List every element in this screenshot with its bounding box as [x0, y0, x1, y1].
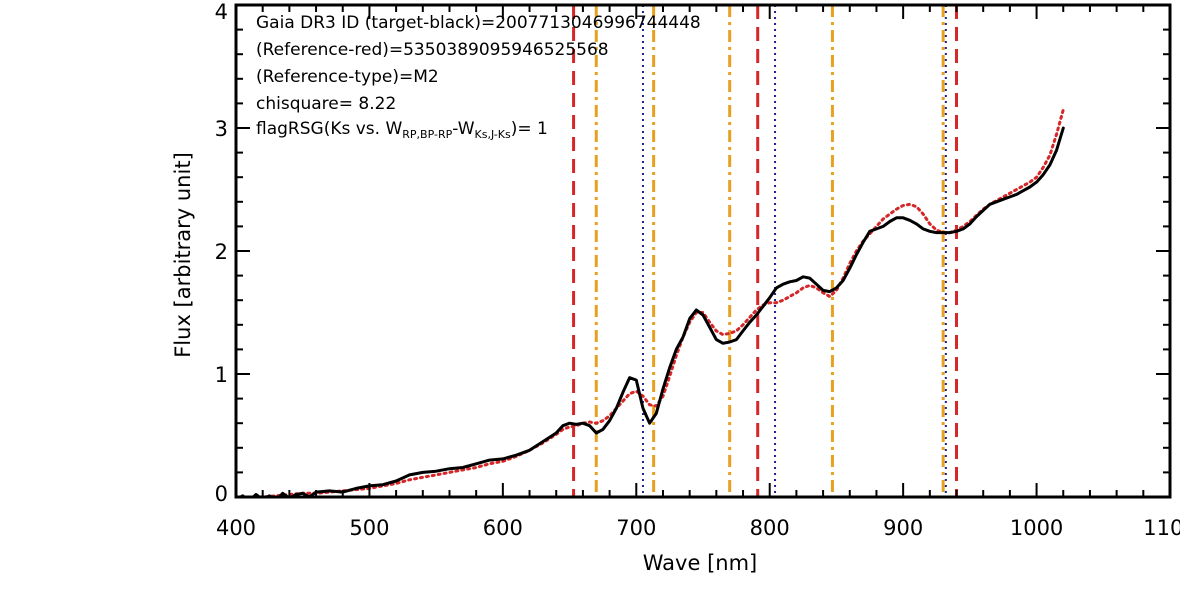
x-axis-label: Wave [nm] [643, 551, 757, 575]
annotation-reference-type: (Reference-type)=M2 [256, 67, 439, 87]
y-tick-label-1: 1 [215, 363, 228, 387]
y-tick-label-4: 4 [215, 0, 228, 24]
series-lines [236, 108, 1065, 497]
flag-mid: -W [452, 119, 474, 139]
annotation-chisquare: chisquare= 8.22 [256, 94, 396, 114]
x-tick-label-6: 1000 [1010, 516, 1063, 540]
flag-sub1: RP,BP-RP [402, 128, 452, 141]
x-tick-label-0: 400 [216, 516, 256, 540]
x-tick-label-5: 900 [883, 516, 923, 540]
annotation-reference-red: (Reference-red)=5350389095946525568 [256, 40, 609, 60]
y-tick-label-0: 0 [215, 482, 228, 506]
x-tick-label-3: 700 [616, 516, 656, 540]
annotation-flag-rsg: flagRSG(Ks vs. WRP,BP-RP-WKs,J-Ks)= 1 [256, 119, 548, 141]
vertical-lines [572, 5, 959, 497]
flag-sub2: Ks,J-Ks [475, 128, 511, 141]
x-tick-label-2: 600 [483, 516, 523, 540]
annotation-gaia-id: Gaia DR3 ID (target-black)=2007713046996… [256, 13, 701, 33]
y-tick-labels: 0 1 2 3 4 [215, 0, 228, 506]
y-tick-label-3: 3 [215, 117, 228, 141]
y-tick-label-2: 2 [215, 240, 228, 264]
flag-prefix: flagRSG(Ks vs. W [256, 119, 402, 139]
series-line-1 [236, 108, 1065, 497]
x-tick-label-4: 800 [750, 516, 790, 540]
axis-ticks [235, 4, 1171, 498]
series-line-0 [237, 126, 1065, 497]
x-tick-label-1: 500 [349, 516, 389, 540]
flag-suffix: )= 1 [511, 119, 548, 139]
annotation-block: Gaia DR3 ID (target-black)=2007713046996… [256, 13, 701, 141]
y-axis-label: Flux [arbitrary unit] [171, 152, 195, 358]
